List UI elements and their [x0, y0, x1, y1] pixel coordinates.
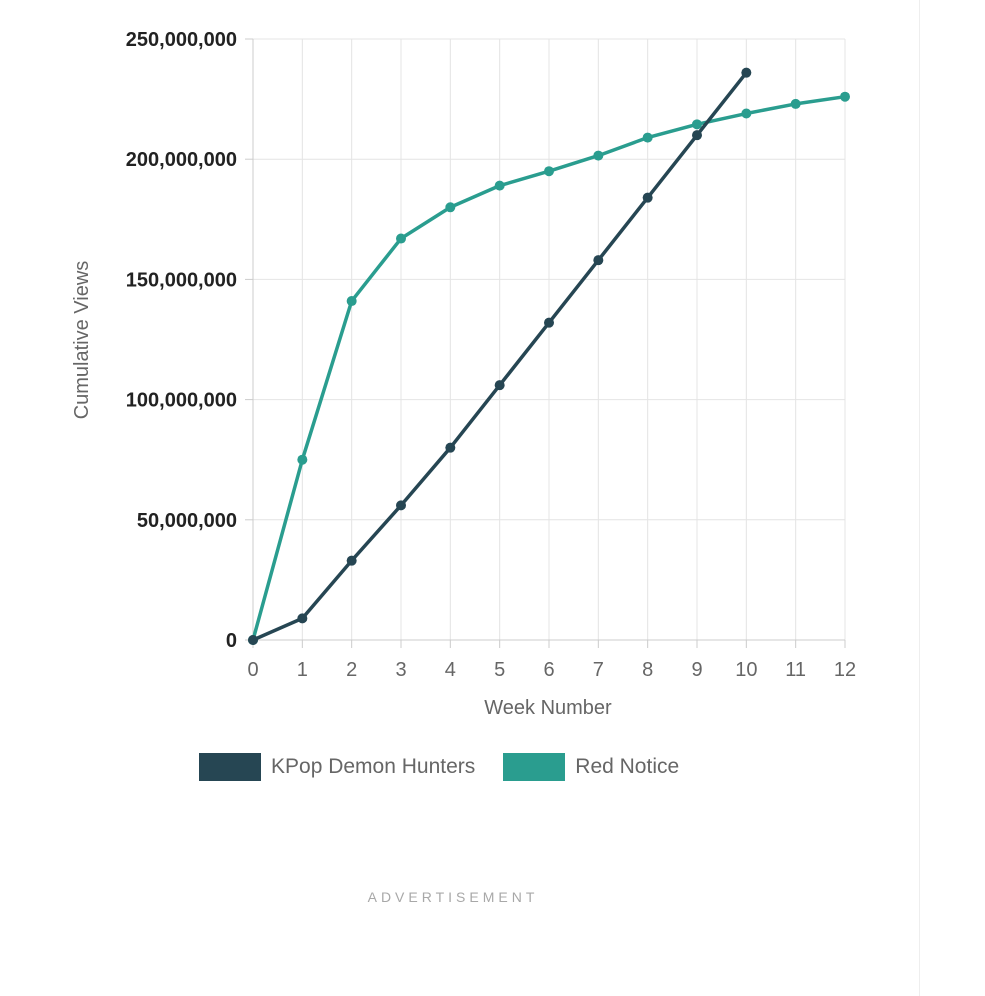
data-point-kpop-demon-hunters[interactable]	[297, 613, 308, 624]
legend-item-kpop[interactable]: KPop Demon Hunters	[199, 753, 475, 781]
data-point-kpop-demon-hunters[interactable]	[396, 500, 406, 511]
data-point-kpop-demon-hunters[interactable]	[741, 67, 752, 78]
x-tick-label: 7	[593, 659, 604, 681]
legend-label-red-notice: Red Notice	[575, 755, 680, 778]
advertisement-label: ADVERTISEMENT	[367, 889, 539, 905]
data-point-kpop-demon-hunters[interactable]	[494, 380, 505, 391]
data-point-kpop-demon-hunters[interactable]	[642, 192, 653, 203]
page-divider	[919, 0, 920, 996]
data-point-red-notice[interactable]	[396, 233, 406, 244]
data-point-kpop-demon-hunters[interactable]	[346, 555, 357, 566]
data-point-kpop-demon-hunters[interactable]	[593, 255, 604, 266]
x-tick-label: 10	[735, 659, 757, 681]
y-tick-label: 200,000,000	[126, 149, 237, 171]
data-point-red-notice[interactable]	[494, 180, 505, 191]
legend-swatch-kpop	[199, 753, 261, 781]
y-tick-label: 0	[226, 630, 237, 652]
x-tick-label: 8	[642, 659, 653, 681]
data-point-kpop-demon-hunters[interactable]	[248, 635, 258, 645]
legend-label-kpop: KPop Demon Hunters	[271, 755, 476, 778]
x-tick-label: 9	[691, 659, 702, 681]
data-point-kpop-demon-hunters[interactable]	[692, 130, 702, 141]
data-point-red-notice[interactable]	[346, 296, 357, 307]
data-point-red-notice[interactable]	[297, 454, 308, 465]
legend: KPop Demon Hunters Red Notice	[199, 753, 707, 781]
data-point-red-notice[interactable]	[741, 108, 752, 119]
data-point-red-notice[interactable]	[544, 166, 554, 177]
data-point-red-notice[interactable]	[692, 119, 702, 130]
data-point-red-notice[interactable]	[445, 202, 456, 213]
x-tick-label: 4	[445, 659, 456, 681]
data-point-red-notice[interactable]	[840, 91, 850, 102]
y-tick-label: 100,000,000	[126, 390, 237, 412]
x-tick-label: 3	[395, 659, 406, 681]
x-tick-label: 5	[494, 659, 505, 681]
y-tick-label: 150,000,000	[126, 269, 237, 291]
y-tick-label: 250,000,000	[126, 29, 237, 51]
data-point-red-notice[interactable]	[642, 132, 653, 143]
data-point-red-notice[interactable]	[790, 98, 801, 109]
x-tick-label: 12	[834, 659, 856, 681]
data-point-kpop-demon-hunters[interactable]	[544, 317, 554, 328]
y-tick-label: 50,000,000	[137, 510, 237, 532]
x-axis-title: Week Number	[484, 697, 612, 719]
legend-item-red-notice[interactable]: Red Notice	[503, 753, 679, 781]
x-tick-label: 6	[543, 659, 554, 681]
grid	[252, 38, 846, 641]
data-point-red-notice[interactable]	[593, 150, 604, 161]
data-point-kpop-demon-hunters[interactable]	[445, 442, 456, 453]
x-tick-label: 0	[247, 659, 258, 681]
x-tick-label: 1	[297, 659, 308, 681]
y-axis-title: Cumulative Views	[71, 261, 93, 420]
legend-swatch-red-notice	[503, 753, 566, 781]
axes: 0 1 2 3 4 5 6 7 8 9 10 11 12050,000,000100,000,00015…	[126, 29, 856, 681]
x-tick-label: 2	[346, 659, 357, 681]
series-layer	[248, 67, 850, 645]
x-tick-label: 11	[785, 659, 806, 681]
